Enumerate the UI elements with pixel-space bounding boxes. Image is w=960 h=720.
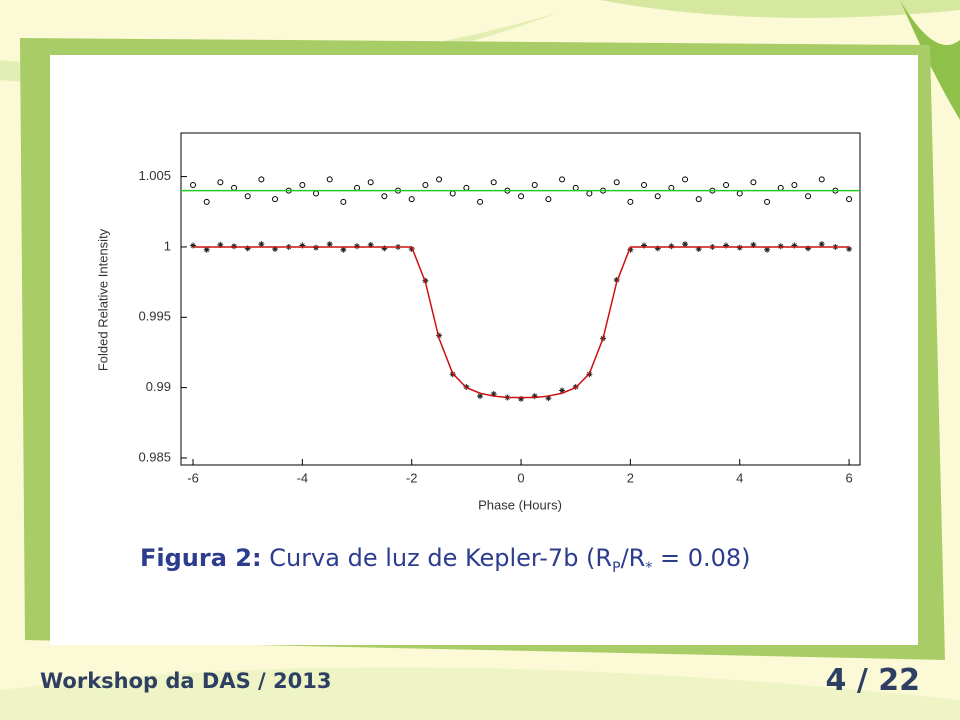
x-tick-label: 2 (627, 470, 634, 485)
data-point (559, 387, 566, 394)
data-point (818, 176, 825, 183)
data-point (846, 246, 853, 253)
data-point (805, 193, 812, 200)
y-tick-label: 0.985 (138, 449, 171, 464)
data-point (613, 277, 620, 284)
page-number: 4 / 22 (826, 663, 920, 698)
data-point (764, 246, 771, 253)
data-point (682, 176, 689, 183)
data-point (272, 246, 279, 253)
data-point (326, 176, 333, 183)
caption-text: Curva de luz de Kepler-7b (R (269, 544, 612, 572)
data-point (613, 179, 620, 186)
data-point (340, 246, 347, 253)
decoration (600, 0, 960, 18)
x-tick-label: 4 (736, 470, 743, 485)
data-point (299, 182, 306, 189)
data-point (641, 242, 648, 249)
data-point (531, 182, 538, 189)
data-point (436, 176, 443, 183)
x-tick-label: -6 (187, 470, 199, 485)
data-point (190, 242, 197, 249)
data-point (217, 241, 224, 248)
data-point (217, 179, 224, 186)
data-point (367, 179, 374, 186)
y-axis-label: Folded Relative Intensity (95, 228, 110, 371)
data-point (518, 193, 525, 200)
data-point (559, 176, 566, 183)
data-point (340, 198, 347, 205)
data-point (367, 241, 374, 248)
data-point (299, 242, 306, 249)
data-point (272, 196, 279, 203)
data-point (258, 176, 265, 183)
panel (50, 55, 918, 645)
data-point (326, 241, 333, 248)
data-point (381, 245, 388, 252)
caption-text: /R (621, 544, 646, 572)
series-line (193, 246, 850, 399)
data-point (764, 198, 771, 205)
y-tick-label: 1 (164, 238, 171, 253)
x-tick-label: -4 (297, 470, 309, 485)
caption: Figura 2: Curva de luz de Kepler-7b (RP/… (140, 544, 751, 576)
data-point (723, 182, 730, 189)
data-point (695, 246, 702, 253)
x-tick-label: 6 (845, 470, 852, 485)
data-point (203, 246, 210, 253)
data-point (258, 241, 265, 248)
data-point (750, 241, 757, 248)
footer-text: Workshop da DAS / 2013 (40, 669, 331, 693)
caption-text: = 0.08) (652, 544, 750, 572)
data-point (422, 182, 429, 189)
x-axis-label: Phase (Hours) (478, 497, 562, 512)
data-point (695, 196, 702, 203)
data-point (818, 241, 825, 248)
data-point (190, 182, 197, 189)
data-point (531, 393, 538, 400)
data-point (545, 395, 552, 402)
chart: Phase (Hours) Folded Relative Intensity … (95, 132, 861, 512)
data-point (490, 179, 497, 186)
data-point (846, 196, 853, 203)
data-point (723, 242, 730, 249)
decoration (0, 667, 960, 720)
data-point (654, 193, 661, 200)
x-tick-label: 0 (517, 470, 524, 485)
caption-sub: * (645, 560, 652, 576)
data-point (408, 196, 415, 203)
data-point (791, 182, 798, 189)
plot-frame (180, 132, 861, 466)
caption-sub: P (612, 560, 620, 576)
data-point (477, 198, 484, 205)
y-tick-label: 1.005 (138, 168, 171, 183)
data-point (244, 245, 251, 252)
data-point (477, 393, 484, 400)
caption-label: Figura 2: (140, 544, 262, 572)
data-point (408, 246, 415, 253)
data-point (791, 242, 798, 249)
data-point (203, 198, 210, 205)
data-point (641, 182, 648, 189)
data-point (518, 395, 525, 402)
data-point (654, 245, 661, 252)
y-tick-label: 0.995 (138, 309, 171, 324)
data-point (682, 241, 689, 248)
x-tick-label: -2 (406, 470, 418, 485)
data-point (545, 196, 552, 203)
data-point (627, 246, 634, 253)
data-point (381, 193, 388, 200)
data-point (750, 179, 757, 186)
data-point (244, 193, 251, 200)
data-point (627, 198, 634, 205)
data-point (805, 245, 812, 252)
data-point (490, 390, 497, 397)
y-tick-label: 0.99 (146, 379, 171, 394)
